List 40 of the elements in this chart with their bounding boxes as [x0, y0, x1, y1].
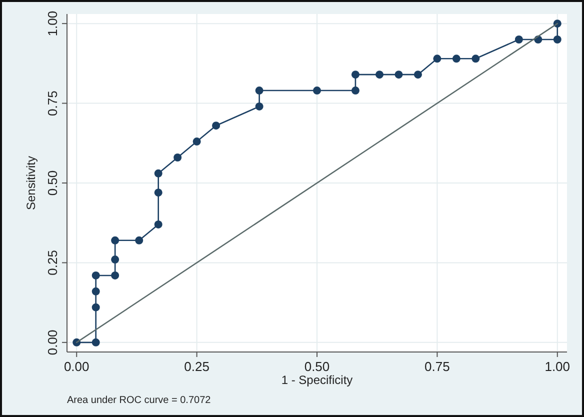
point [154, 188, 162, 197]
point [433, 54, 442, 63]
point [452, 54, 460, 63]
point [514, 36, 523, 44]
point [135, 236, 144, 244]
point [414, 70, 422, 79]
x-tick-label: 1.00 [544, 359, 570, 374]
point [192, 138, 201, 146]
point [472, 54, 480, 63]
x-tick-label: 0.00 [64, 359, 90, 374]
y-tick-label: 0.25 [45, 250, 60, 276]
point [313, 86, 321, 95]
point [92, 287, 100, 296]
point [111, 256, 120, 264]
text: Area under ROC curve = 0.7072 [67, 395, 212, 406]
y-tick-label: 0.50 [45, 170, 60, 196]
x-tick-label: 0.50 [304, 359, 330, 374]
point [154, 220, 162, 228]
point [394, 70, 403, 79]
x-axis-title: 1 - Specificity [281, 373, 353, 387]
point [92, 338, 100, 346]
point [255, 86, 264, 95]
point [212, 122, 220, 130]
point [154, 169, 162, 178]
point [111, 236, 120, 244]
point [174, 153, 182, 162]
x-tick-label: 0.75 [424, 359, 450, 374]
x-tick-label: 0.25 [184, 359, 210, 374]
point [351, 86, 360, 95]
point [351, 70, 360, 79]
point [553, 36, 562, 44]
point [376, 70, 384, 79]
y-tick-label: 0.75 [45, 90, 60, 116]
point [111, 271, 120, 280]
point [92, 271, 100, 280]
y-axis-title: Sensitivity [24, 156, 38, 210]
y-tick-label: 0.00 [45, 330, 60, 356]
point [255, 102, 264, 110]
y-tick-label: 1.00 [45, 10, 60, 36]
point [92, 303, 100, 312]
